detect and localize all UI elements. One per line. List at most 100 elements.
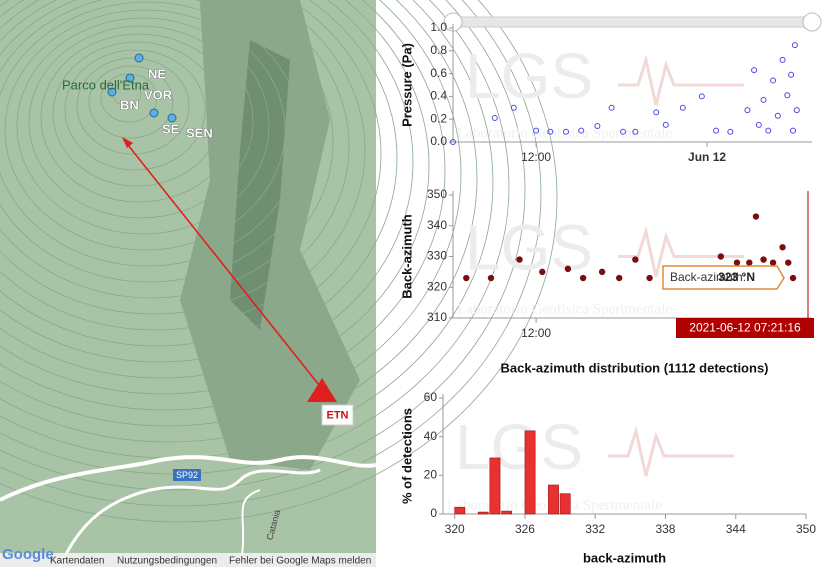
point	[784, 92, 791, 99]
point	[547, 128, 554, 135]
slider-handle[interactable]	[802, 12, 822, 32]
point	[646, 274, 653, 282]
y-tick-label: 0	[430, 506, 437, 520]
watermark-logo: LGS	[455, 411, 583, 483]
y-tick-label: 1.0	[430, 20, 447, 34]
y-tick-label: 20	[424, 468, 438, 482]
contour	[40, 33, 238, 203]
y-axis-label: % of detections	[399, 408, 414, 504]
point	[594, 123, 601, 130]
footer-link[interactable]: Kartendaten	[50, 556, 105, 567]
shaded-relief	[230, 40, 290, 330]
bar	[489, 457, 501, 515]
contour	[64, 49, 206, 171]
x-tick-label: 320	[445, 522, 465, 536]
point	[727, 128, 734, 135]
contour	[0, 0, 478, 443]
x-tick-label: 326	[515, 522, 535, 536]
station-label: BN	[120, 97, 139, 112]
footer-link[interactable]: Fehler bei Google Maps melden	[229, 556, 371, 567]
point	[564, 265, 572, 272]
station	[107, 87, 117, 97]
point	[769, 259, 777, 266]
bar	[559, 493, 571, 515]
watermark-wave	[608, 425, 734, 477]
contour	[0, 0, 462, 427]
point	[760, 96, 767, 103]
x-tick-label: 350	[796, 522, 816, 536]
station-label: SE	[162, 121, 180, 136]
chart-title: Back-azimuth distribution (1112 detectio…	[501, 360, 769, 375]
contour	[0, 0, 542, 507]
y-tick-label: 40	[424, 429, 438, 443]
x-tick-label: 344	[726, 522, 746, 536]
contour	[28, 25, 254, 219]
y-tick-label: 0.2	[430, 111, 447, 125]
bar	[477, 511, 489, 515]
road-shield	[173, 469, 201, 481]
watermark-wave	[618, 54, 744, 106]
array-label-box	[321, 404, 354, 426]
watermark-logo: LGS	[465, 211, 593, 283]
contour	[0, 0, 446, 411]
watermark-wave	[618, 225, 744, 277]
park-label: Parco dell'Etna	[62, 77, 150, 92]
station-label: SEN	[186, 125, 213, 140]
point	[698, 93, 705, 100]
array-label: ETN	[327, 409, 349, 421]
point	[744, 107, 751, 114]
point	[770, 77, 777, 84]
tooltip-box	[662, 265, 785, 290]
y-tick-label: 60	[424, 390, 438, 404]
point	[790, 127, 797, 134]
y-axis-label: Back-azimuth	[399, 214, 414, 299]
point	[662, 121, 669, 128]
point	[563, 128, 570, 135]
point	[579, 274, 587, 282]
point	[789, 274, 797, 282]
road-label: SP92	[176, 470, 198, 480]
point	[785, 259, 792, 266]
x-tick-label: 338	[655, 522, 675, 536]
road	[58, 468, 321, 567]
point	[653, 109, 660, 116]
stations: NE VOR BN SE SEN	[107, 53, 213, 141]
point	[598, 268, 606, 276]
station	[125, 73, 135, 83]
station	[167, 113, 177, 123]
contour	[0, 1, 302, 267]
y-tick-label: 0.6	[430, 66, 447, 80]
x-tick-label: Jun 12	[688, 150, 726, 164]
station	[134, 53, 144, 63]
contour	[0, 0, 334, 299]
point	[746, 259, 753, 266]
contour	[0, 0, 430, 395]
y-tick-label: 340	[427, 218, 447, 232]
point	[713, 127, 720, 134]
station-label: VOR	[144, 87, 173, 102]
point	[755, 121, 762, 128]
array-marker	[307, 378, 337, 402]
point	[533, 127, 540, 134]
contour	[76, 57, 190, 155]
direction-arrow	[123, 139, 324, 391]
footer-link[interactable]: Nutzungsbedingungen	[117, 556, 217, 567]
y-tick-label: 350	[427, 187, 447, 201]
y-tick-label: 320	[427, 279, 447, 293]
contour	[0, 0, 318, 283]
y-tick-label: 0.4	[430, 89, 447, 103]
crosshair-label: 2021-06-12 07:21:16	[689, 321, 801, 335]
point	[608, 104, 615, 111]
x-tick-label: 12:00	[521, 326, 551, 340]
point	[733, 259, 741, 266]
point	[779, 244, 786, 251]
point	[510, 104, 517, 111]
point	[463, 274, 470, 282]
range-slider[interactable]	[452, 16, 813, 28]
tooltip-value: 323 °N	[718, 270, 755, 284]
point	[450, 139, 456, 145]
point	[632, 256, 639, 263]
contour	[0, 0, 558, 523]
